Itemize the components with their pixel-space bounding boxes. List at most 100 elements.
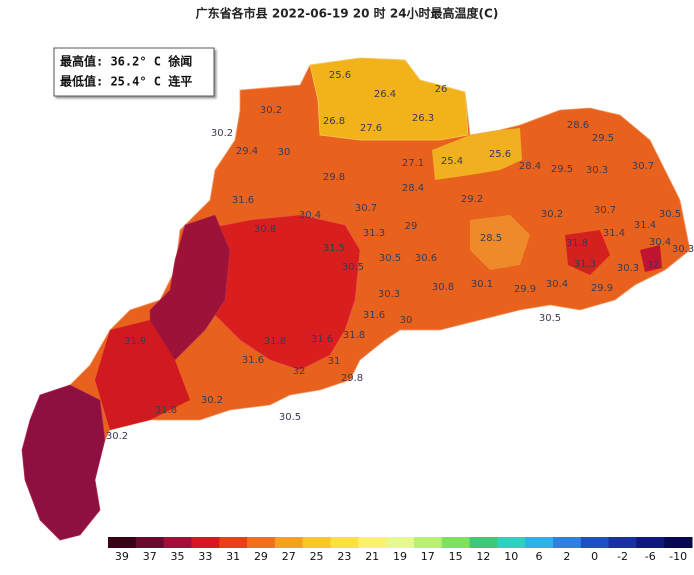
map-title: 广东省各市县 2022-06-19 20 时 24小时最高温度(C) (196, 6, 499, 21)
legend-label: 17 (421, 550, 435, 563)
temperature-label: 29.5 (592, 133, 614, 144)
temperature-label: 31.6 (232, 195, 254, 206)
legend-label: 37 (143, 550, 157, 563)
temperature-label: 31.4 (603, 228, 625, 239)
southwest-hot-region (95, 320, 190, 430)
legend-swatch (163, 537, 192, 548)
temperature-label: 30.5 (342, 262, 364, 273)
temperature-label: 28.5 (480, 233, 502, 244)
legend-swatch (469, 537, 498, 548)
temperature-label: 29.9 (591, 283, 613, 294)
temperature-label: 30.5 (379, 253, 401, 264)
temperature-label: 30.4 (299, 210, 321, 221)
temperature-label: 30.3 (586, 165, 608, 176)
min-info: 最低值: 25.4° C 连平 (60, 74, 192, 89)
legend-label: 10 (504, 550, 518, 563)
legend-swatch (135, 537, 165, 548)
legend-swatch (608, 537, 637, 548)
temperature-label: 29.2 (461, 194, 483, 205)
legend-swatch (441, 537, 471, 548)
temperature-label: 31.8 (155, 405, 177, 416)
leizhou-region (21, 384, 106, 541)
temperature-label: 29.4 (236, 146, 258, 157)
temperature-label: 26.8 (323, 116, 345, 127)
east-hot-spot (565, 230, 610, 275)
legend-swatch (386, 537, 415, 548)
temperature-label: 30.2 (201, 395, 223, 406)
province-region (21, 57, 691, 541)
temperature-label: 29.5 (551, 164, 573, 175)
temperature-label: 26.4 (374, 89, 396, 100)
legend-label: 12 (476, 550, 490, 563)
temperature-label: 26 (435, 84, 448, 95)
temperature-label: 26.3 (412, 113, 434, 124)
temperature-label: 30.5 (659, 209, 681, 220)
temperature-label: 30 (278, 147, 291, 158)
shantou-hot-spot (640, 245, 662, 272)
temperature-label: 29.8 (341, 373, 363, 384)
temperature-label: 30.2 (260, 105, 282, 116)
temperature-label: 30.6 (415, 253, 437, 264)
temperature-label: 29 (405, 221, 418, 232)
legend-label: 2 (563, 550, 570, 563)
central-east-region (470, 215, 530, 270)
temperature-label: 31.9 (124, 336, 146, 347)
legend-label: 33 (198, 550, 212, 563)
temperature-label: 31.8 (566, 238, 588, 249)
temperature-label: 30.4 (649, 237, 671, 248)
legend-swatch (274, 537, 304, 548)
temperature-label: 31.4 (634, 220, 656, 231)
legend-label: 0 (591, 550, 598, 563)
north-cool-region (309, 57, 469, 141)
temperature-label: 30.5 (539, 313, 561, 324)
temperature-label: 25.6 (329, 70, 351, 81)
temperature-label: 31.3 (574, 259, 596, 270)
temperature-label: 31.8 (343, 330, 365, 341)
legend-swatch (219, 537, 248, 548)
legend-swatch (525, 537, 554, 548)
temperature-label: 30.8 (254, 224, 276, 235)
temperature-label: 31.6 (363, 310, 385, 321)
legend-swatch (108, 537, 137, 548)
temperature-label: 30.2 (211, 128, 233, 139)
legend-label: 31 (226, 550, 240, 563)
legend-swatch (302, 537, 331, 548)
temperature-label: 31.6 (242, 355, 264, 366)
temperature-label: 29.9 (514, 284, 536, 295)
temperature-label: 30.3 (378, 289, 400, 300)
temperature-label: 30.4 (546, 279, 568, 290)
temperature-label: 25.6 (489, 149, 511, 160)
temperature-label: 28.6 (567, 120, 589, 131)
temperature-label: 30.5 (279, 412, 301, 423)
legend-label: -10 (669, 550, 687, 563)
legend-label: 27 (282, 550, 296, 563)
info-box (53, 47, 215, 97)
temperature-label: 31.6 (311, 334, 333, 345)
temperature-label: 28.4 (402, 183, 424, 194)
temperature-label: 31.3 (363, 228, 385, 239)
temperature-label: 31.5 (323, 243, 345, 254)
legend-swatch (191, 537, 220, 548)
legend-label: 25 (310, 550, 324, 563)
legend: 39 37 35 33 31 29 27 25 23 21 19 17 15 12 10 6 2 0 -2 -6 -10 (108, 537, 693, 563)
max-info: 最高值: 36.2° C 徐闻 (60, 54, 192, 69)
north-east-cool-region (432, 128, 522, 180)
temperature-label: 30.1 (471, 279, 493, 290)
legend-label: 23 (337, 550, 351, 563)
temperature-label: 30.8 (432, 282, 454, 293)
legend-swatch (664, 537, 693, 548)
legend-swatch (497, 537, 526, 548)
temperature-label: 25.4 (441, 156, 463, 167)
legend-label: -2 (617, 550, 628, 563)
legend-label: 6 (536, 550, 543, 563)
temperature-label: 29.8 (323, 172, 345, 183)
temperature-label: 30.3 (672, 244, 694, 255)
temperature-label: 30.7 (632, 161, 654, 172)
temperature-label: 30.7 (355, 203, 377, 214)
legend-swatch (330, 537, 359, 548)
legend-label: 29 (254, 550, 268, 563)
temperature-label: 28.4 (519, 161, 541, 172)
